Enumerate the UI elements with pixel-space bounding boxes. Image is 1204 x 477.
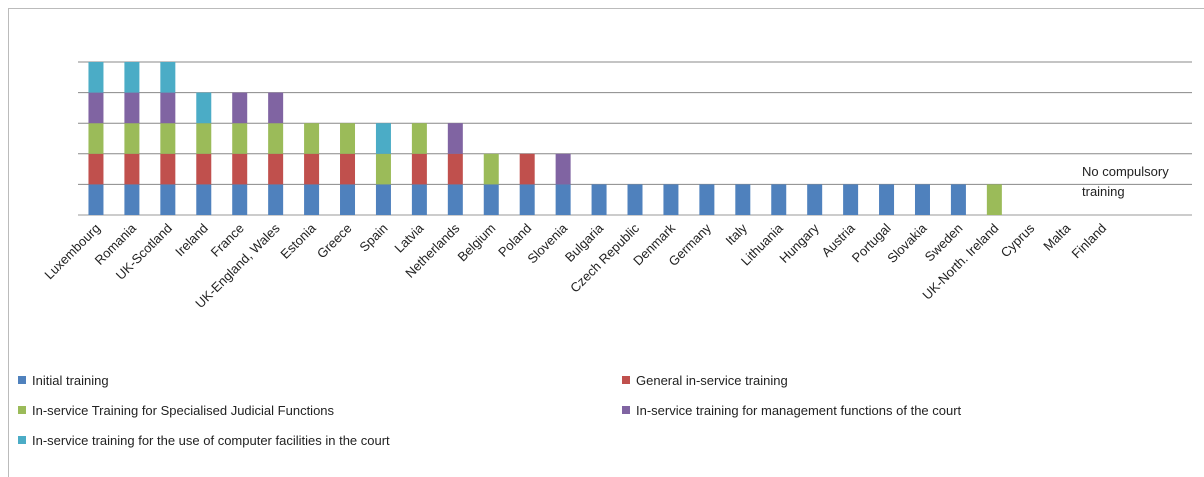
x-tick-label: Cyprus (998, 220, 1038, 260)
bar-segment (555, 153, 571, 185)
bar-segment (411, 153, 427, 185)
bar-segment (663, 184, 679, 215)
x-tick-label: Greece (314, 221, 355, 262)
bar-segment (196, 153, 212, 185)
bar-segment (196, 123, 212, 154)
x-tick-label: Slovenia (524, 220, 570, 266)
bar-segment (304, 184, 320, 215)
bar-segment (160, 62, 176, 93)
bar-segment (735, 184, 751, 215)
bar-segment (88, 92, 104, 124)
bar-segment (699, 184, 715, 215)
bar-segment (88, 62, 104, 93)
bar-segment (375, 184, 391, 215)
bar-segment (124, 123, 140, 154)
bar-segment (88, 153, 104, 185)
bar-segment (268, 153, 284, 185)
bar-segment (411, 123, 427, 154)
bar-segment (879, 184, 895, 215)
bar-segment (232, 92, 248, 124)
bar-segment (519, 184, 535, 215)
bar-segment (268, 92, 284, 124)
bar-segment (447, 123, 463, 154)
bar-segment (447, 153, 463, 185)
x-tick-label: Luxembourg (41, 221, 103, 283)
bar-segment (304, 123, 320, 154)
x-tick-label: Finland (1069, 221, 1110, 262)
bar-segment (914, 184, 930, 215)
bar-segment (447, 184, 463, 215)
legend-label: In-service training for management funct… (636, 403, 962, 418)
bar-segment (196, 92, 212, 124)
bar-segment (232, 123, 248, 154)
bar-segment (519, 153, 535, 185)
legend-swatch (622, 376, 630, 384)
legend-swatch (18, 376, 26, 384)
bar-segment (124, 153, 140, 185)
bar-segment (807, 184, 823, 215)
legend-label: In-service training for the use of compu… (32, 433, 390, 448)
legend-swatch (622, 406, 630, 414)
bar-segment (986, 184, 1002, 215)
legend-label: In-service Training for Specialised Judi… (32, 403, 335, 418)
bar-segment (160, 92, 176, 124)
bar-segment (160, 123, 176, 154)
legend-label: Initial training (32, 373, 109, 388)
legend-label: General in-service training (636, 373, 788, 388)
x-tick-label: Estonia (277, 220, 319, 262)
bar-segment (340, 184, 356, 215)
bar-segment (411, 184, 427, 215)
x-tick-label: Belgium (455, 221, 499, 265)
bar-segment (591, 184, 607, 215)
legend-swatch (18, 436, 26, 444)
chart-frame (8, 8, 1204, 477)
x-tick-label: Italy (722, 220, 750, 248)
bar-segment (483, 153, 499, 185)
annotation: No compulsory training (1082, 164, 1169, 199)
x-tick-label: Ireland (172, 221, 211, 260)
bar-segment (232, 153, 248, 185)
bar-segment (124, 62, 140, 93)
bar-segment (483, 184, 499, 215)
bar-segment (232, 184, 248, 215)
bar-segment (304, 153, 320, 185)
bar-segment (268, 184, 284, 215)
bar-segment (771, 184, 787, 215)
bar-segment (124, 184, 140, 215)
bar-segment (340, 153, 356, 185)
bar-segment (88, 123, 104, 154)
bar-segment (88, 184, 104, 215)
bar-segment (950, 184, 966, 215)
bar-segment (196, 184, 212, 215)
bar-segment (340, 123, 356, 154)
x-tick-label: Hungary (776, 220, 822, 266)
bar-segment (375, 123, 391, 154)
bar-segment (843, 184, 859, 215)
legend-swatch (18, 406, 26, 414)
bar-segment (268, 123, 284, 154)
x-tick-label: Slovakia (884, 220, 930, 266)
x-tick-label: Malta (1040, 220, 1074, 254)
bar-segment (124, 92, 140, 124)
bar-segment (375, 153, 391, 185)
bar-segment (627, 184, 643, 215)
x-tick-label: Spain (356, 221, 390, 255)
bar-segment (555, 184, 571, 215)
bar-segment (160, 184, 176, 215)
bar-segment (160, 153, 176, 185)
